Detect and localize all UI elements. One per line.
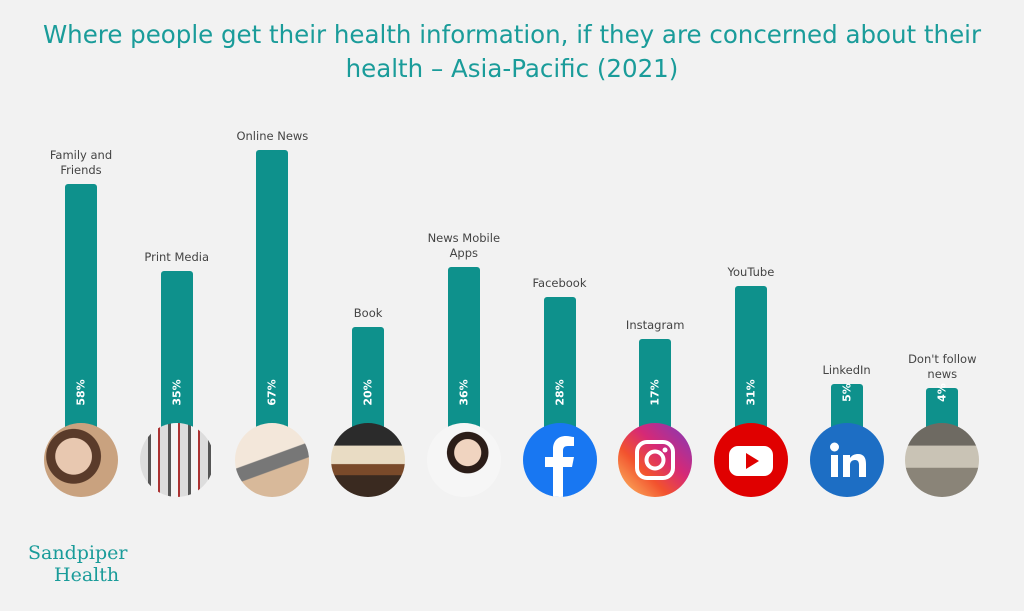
facebook-glyph [544, 436, 574, 497]
bar [65, 183, 97, 440]
category-label: Don't follow news [908, 351, 977, 381]
instagram-glyph [635, 440, 676, 480]
category-label: Book [353, 306, 383, 321]
value-label: 35% [170, 379, 184, 406]
icon [905, 423, 980, 497]
value-label: 36% [457, 379, 471, 406]
category-label: Facebook [532, 276, 587, 291]
youtube-glyph [728, 446, 773, 476]
icon [809, 423, 884, 497]
icon [235, 423, 310, 497]
linkedin-glyph [829, 442, 866, 477]
value-label: 4% [935, 383, 949, 402]
value-label: 20% [361, 379, 375, 406]
value-label: 17% [648, 379, 662, 406]
category-label: Instagram [625, 317, 685, 332]
bar [160, 270, 193, 440]
icon [426, 423, 501, 497]
category-label: Print Media [144, 249, 210, 264]
bar [543, 297, 576, 440]
icon [618, 423, 693, 497]
icon [331, 423, 406, 497]
brand-line: Sandpiper [28, 542, 128, 564]
bar [734, 285, 767, 440]
value-label: 67% [265, 379, 279, 406]
category-label: Family and Friends [49, 147, 113, 177]
category-label: LinkedIn [822, 363, 871, 378]
bar [256, 149, 289, 440]
value-label: 58% [74, 379, 88, 406]
bar [352, 327, 385, 440]
icon [139, 423, 214, 497]
brand-logo: Sandpiper Health [28, 542, 127, 586]
icon [44, 423, 118, 497]
value-label: 31% [744, 379, 758, 406]
chart-title: Where people get their health informatio… [42, 20, 982, 83]
brand-line: Health [54, 564, 120, 586]
icon [522, 423, 597, 497]
category-label: YouTube [727, 264, 775, 279]
value-label: 28% [553, 379, 566, 406]
category-label: News Mobile Apps [427, 230, 501, 260]
value-label: 5% [840, 383, 854, 402]
category-label: Online News [236, 128, 309, 143]
bar [447, 266, 480, 440]
icon [713, 423, 788, 497]
